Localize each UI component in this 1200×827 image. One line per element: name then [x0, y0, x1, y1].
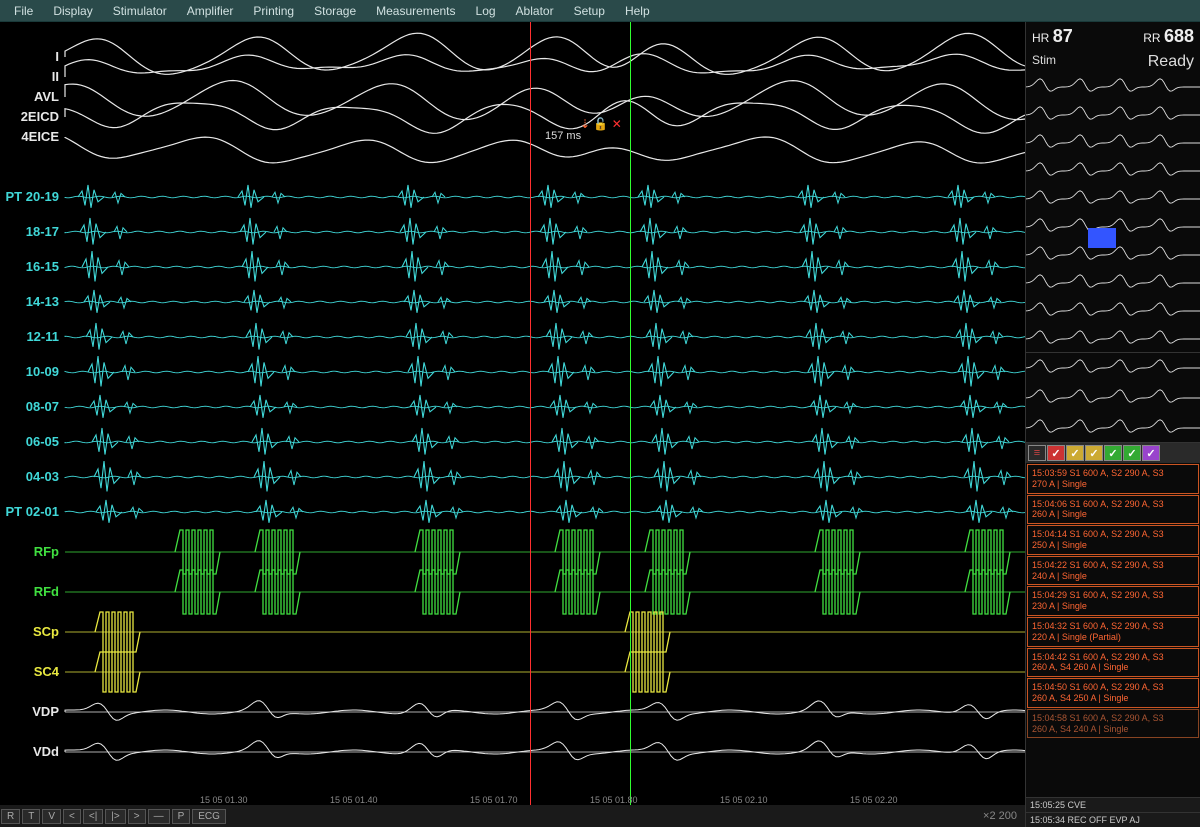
main-area: IIIAVL2EICD4EICEPT 20-1918-1716-1514-131…	[0, 22, 1200, 827]
event-item[interactable]: 15:04:50 S1 600 A, S2 290 A, S3260 A, S4…	[1027, 678, 1199, 708]
menu-amplifier[interactable]: Amplifier	[177, 2, 244, 20]
toolbar-btn-[interactable]: >	[128, 809, 146, 824]
vitals-row: HR 87 RR 688	[1026, 22, 1200, 51]
mini-waveform-panel-2[interactable]	[1026, 353, 1200, 443]
right-panel: HR 87 RR 688 Stim Ready ≡✓✓✓✓✓✓ 15:03:59…	[1025, 22, 1200, 827]
time-tick: 15 05 01.80	[590, 795, 638, 805]
filter-check-0[interactable]: ≡	[1028, 445, 1046, 461]
menu-ablator[interactable]: Ablator	[506, 2, 564, 20]
event-item[interactable]: 15:04:42 S1 600 A, S2 290 A, S3260 A, S4…	[1027, 648, 1199, 678]
channel-label-04-03[interactable]: 04-03	[4, 469, 59, 484]
event-item[interactable]: 15:04:58 S1 600 A, S2 290 A, S3260 A, S4…	[1027, 709, 1199, 739]
stim-label: Stim	[1032, 53, 1056, 71]
toolbar-btn-R[interactable]: R	[1, 809, 20, 824]
time-tick: 15 05 01.30	[200, 795, 248, 805]
hr-label: HR	[1032, 31, 1049, 45]
filter-check-1[interactable]: ✓	[1047, 445, 1065, 461]
time-tick: 15 05 02.20	[850, 795, 898, 805]
channel-label-06-05[interactable]: 06-05	[4, 434, 59, 449]
status-line: 15:05:25 CVE	[1026, 797, 1200, 812]
channel-label-2EICD[interactable]: 2EICD	[4, 109, 59, 124]
mini-waveform-panel[interactable]	[1026, 73, 1200, 353]
channel-label-RFd[interactable]: RFd	[4, 584, 59, 599]
rr-value: 688	[1164, 26, 1194, 46]
event-item[interactable]: 15:04:22 S1 600 A, S2 290 A, S3240 A | S…	[1027, 556, 1199, 586]
channel-label-4EICE[interactable]: 4EICE	[4, 129, 59, 144]
channel-label-SCp[interactable]: SCp	[4, 624, 59, 639]
cursor-icons: ⇣ 🔓 ✕	[580, 117, 622, 131]
time-tick: 15 05 01.40	[330, 795, 378, 805]
toolbar-btn-P[interactable]: P	[172, 809, 191, 824]
menu-help[interactable]: Help	[615, 2, 660, 20]
event-list[interactable]: 15:03:59 S1 600 A, S2 290 A, S3270 A | S…	[1026, 463, 1200, 797]
rr-label: RR	[1143, 31, 1160, 45]
toolbar-btn-[interactable]: <	[63, 809, 81, 824]
channel-label-PT-20-19[interactable]: PT 20-19	[4, 189, 59, 204]
menu-log[interactable]: Log	[466, 2, 506, 20]
toolbar-btn-V[interactable]: V	[42, 809, 61, 824]
time-tick: 15 05 02.10	[720, 795, 768, 805]
event-item[interactable]: 15:04:32 S1 600 A, S2 290 A, S3220 A | S…	[1027, 617, 1199, 647]
channel-label-RFp[interactable]: RFp	[4, 544, 59, 559]
filter-check-2[interactable]: ✓	[1066, 445, 1084, 461]
channel-label-PT-02-01[interactable]: PT 02-01	[4, 504, 59, 519]
sweep-speed: ×2 200	[983, 810, 1025, 822]
toolbar-btn-[interactable]: <|	[83, 809, 103, 824]
channel-label-VDP[interactable]: VDP	[4, 704, 59, 719]
channel-label-10-09[interactable]: 10-09	[4, 364, 59, 379]
filter-check-6[interactable]: ✓	[1142, 445, 1160, 461]
filter-check-4[interactable]: ✓	[1104, 445, 1122, 461]
channel-label-I[interactable]: I	[4, 49, 59, 64]
channel-label-VDd[interactable]: VDd	[4, 744, 59, 759]
menu-setup[interactable]: Setup	[564, 2, 615, 20]
menu-display[interactable]: Display	[43, 2, 102, 20]
time-tick: 15 05 01.70	[470, 795, 518, 805]
menu-measurements[interactable]: Measurements	[366, 2, 465, 20]
event-item[interactable]: 15:04:29 S1 600 A, S2 290 A, S3230 A | S…	[1027, 586, 1199, 616]
channel-label-SC4[interactable]: SC4	[4, 664, 59, 679]
status-line: 15:05:34 REC OFF EVP AJ	[1026, 812, 1200, 827]
channel-label-08-07[interactable]: 08-07	[4, 399, 59, 414]
event-item[interactable]: 15:04:14 S1 600 A, S2 290 A, S3250 A | S…	[1027, 525, 1199, 555]
event-item[interactable]: 15:03:59 S1 600 A, S2 290 A, S3270 A | S…	[1027, 464, 1199, 494]
menu-file[interactable]: File	[4, 2, 43, 20]
filter-check-3[interactable]: ✓	[1085, 445, 1103, 461]
stim-status: Ready	[1148, 53, 1194, 71]
menu-printing[interactable]: Printing	[243, 2, 304, 20]
event-item[interactable]: 15:04:06 S1 600 A, S2 290 A, S3260 A | S…	[1027, 495, 1199, 525]
bottom-toolbar: RTV<<||>>—PECG ×2 200	[0, 805, 1025, 827]
toolbar-btn-[interactable]: —	[148, 809, 170, 824]
menubar: FileDisplayStimulatorAmplifierPrintingSt…	[0, 0, 1200, 22]
cursor-red[interactable]	[530, 22, 531, 827]
channel-label-12-11[interactable]: 12-11	[4, 329, 59, 344]
hr-value: 87	[1053, 26, 1073, 46]
channel-label-14-13[interactable]: 14-13	[4, 294, 59, 309]
filter-check-5[interactable]: ✓	[1123, 445, 1141, 461]
stim-row: Stim Ready	[1026, 51, 1200, 73]
channel-label-16-15[interactable]: 16-15	[4, 259, 59, 274]
channel-label-AVL[interactable]: AVL	[4, 89, 59, 104]
menu-stimulator[interactable]: Stimulator	[103, 2, 177, 20]
menu-storage[interactable]: Storage	[304, 2, 366, 20]
filter-checks: ≡✓✓✓✓✓✓	[1026, 443, 1200, 463]
waveform-area[interactable]: IIIAVL2EICD4EICEPT 20-1918-1716-1514-131…	[0, 22, 1025, 827]
channel-label-18-17[interactable]: 18-17	[4, 224, 59, 239]
channel-label-II[interactable]: II	[4, 69, 59, 84]
cursor-green[interactable]	[630, 22, 631, 827]
toolbar-btn-ECG[interactable]: ECG	[192, 809, 226, 824]
measurement-readout: 157 ms	[545, 130, 581, 142]
toolbar-btn-[interactable]: |>	[105, 809, 125, 824]
toolbar-btn-T[interactable]: T	[22, 809, 40, 824]
